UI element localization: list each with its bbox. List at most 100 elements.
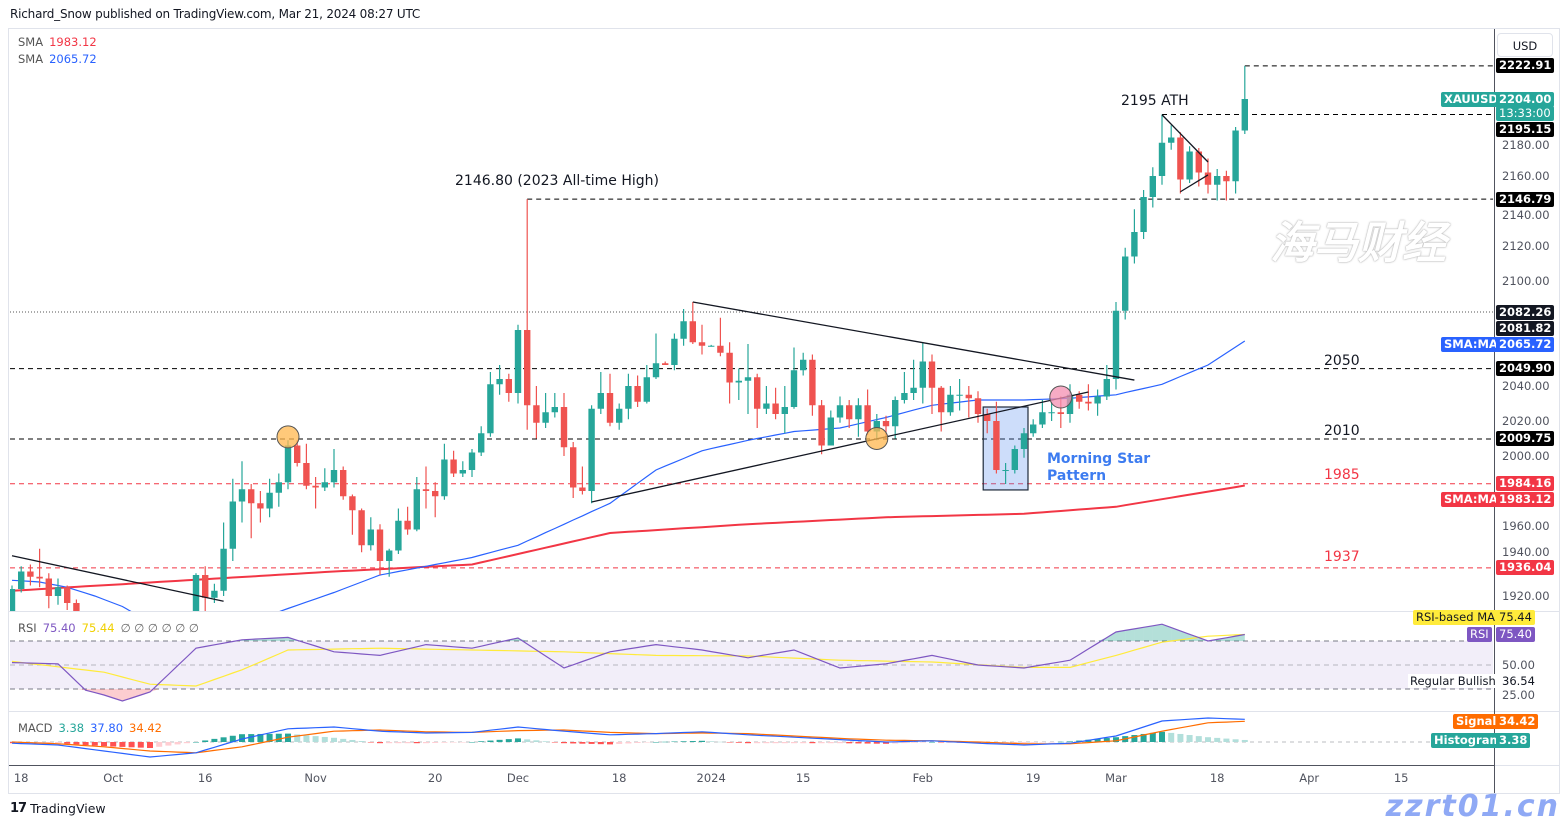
watermark-url: zzrt01.cn <box>1385 789 1560 824</box>
candle <box>1223 170 1230 201</box>
legend-macd-value: 37.80 <box>90 721 124 735</box>
candle <box>422 466 430 509</box>
candle-body <box>367 529 374 546</box>
candle-body <box>726 352 733 383</box>
candle-body <box>873 421 880 432</box>
candle <box>993 401 1000 474</box>
candle-body <box>836 405 844 418</box>
macd-histogram-bar <box>1094 738 1101 742</box>
candle-body <box>459 470 466 474</box>
macd-histogram-bar <box>55 742 61 744</box>
candle <box>450 450 457 477</box>
candle-body <box>1085 401 1092 404</box>
macd-histogram-bar <box>505 739 512 742</box>
publisher-caption: Richard_Snow published on TradingView.co… <box>10 7 421 21</box>
candle-body <box>1094 396 1101 404</box>
candle <box>64 585 71 610</box>
candle <box>10 585 16 611</box>
candle-body <box>229 501 236 549</box>
macd-histogram-bar <box>1186 735 1193 742</box>
price-tick-label: 2040.00 <box>1502 379 1550 393</box>
candle-body <box>441 459 448 497</box>
candle <box>229 478 236 561</box>
time-axis-label: 19 <box>1025 771 1041 785</box>
candle-body <box>560 407 568 448</box>
macd-histogram-bar <box>827 742 834 744</box>
candle <box>312 477 319 509</box>
macd-histogram-bar <box>1241 739 1248 742</box>
highlight-circle-marker <box>276 425 300 449</box>
highlight-circle-marker <box>1049 385 1073 409</box>
candle-body <box>303 463 310 486</box>
macd-histogram-bar <box>165 742 172 746</box>
legend-sma50-label: SMA <box>18 52 44 66</box>
rsi-oversold-fill <box>122 689 132 701</box>
candle <box>321 468 328 491</box>
candle <box>441 443 448 500</box>
candle <box>386 548 393 577</box>
macd-histogram-bar <box>183 742 190 744</box>
candle <box>634 375 641 407</box>
candle-body <box>312 485 319 488</box>
candle-body <box>478 433 485 453</box>
macd-histogram-bar <box>873 742 880 744</box>
candle <box>1186 146 1193 183</box>
candle <box>956 379 963 411</box>
candle <box>395 508 402 554</box>
candle <box>413 477 420 532</box>
candle <box>579 466 586 495</box>
candle <box>763 386 770 414</box>
legend-macd[interactable]: MACD 3.38 37.80 34.42 <box>18 721 168 735</box>
chart-frame <box>8 28 1560 794</box>
macd-histogram-bar <box>496 739 503 742</box>
candle-body <box>284 445 292 483</box>
candle <box>73 599 80 611</box>
legend-rsi-label: RSI <box>18 621 37 635</box>
candle-body <box>1011 449 1018 470</box>
candle <box>1103 365 1110 400</box>
currency-button[interactable]: USD <box>1497 33 1553 57</box>
rsi-tick-label: 50.00 <box>1502 658 1535 672</box>
candle <box>744 344 752 414</box>
candle <box>1168 125 1175 150</box>
candle-body <box>588 408 595 491</box>
candle-body <box>974 398 982 414</box>
macd-histogram-bar <box>1168 732 1175 742</box>
legend-macd-signal: 34.42 <box>129 721 162 735</box>
macd-histogram-bar <box>294 734 301 742</box>
candle-body <box>956 394 963 396</box>
candle-body <box>64 587 71 603</box>
macd-histogram-bar <box>864 742 871 744</box>
macd-histogram-bar <box>358 741 365 742</box>
candle <box>1232 127 1239 194</box>
candle-body <box>671 338 678 365</box>
annotation-level-1985: 1985 <box>1324 467 1360 483</box>
legend-sma50[interactable]: SMA 2065.72 <box>18 52 103 66</box>
candle <box>818 400 825 455</box>
rsi-oversold-fill <box>76 689 86 691</box>
annotation-level-2050: 2050 <box>1324 353 1360 369</box>
divergence-label: Regular Bullish <box>1408 674 1498 689</box>
macd-histogram-bar <box>735 742 742 743</box>
candle-body <box>579 487 586 491</box>
candle-body <box>413 489 420 530</box>
macd-histogram-bar <box>257 733 264 742</box>
tradingview-footer[interactable]: 17 TradingView <box>10 801 106 816</box>
candle-body <box>634 386 641 402</box>
macd-histogram-bar <box>64 742 71 744</box>
macd-histogram-bar <box>1232 739 1239 742</box>
sma-tag-value: 1983.12 <box>1496 492 1555 508</box>
legend-rsi[interactable]: RSI 75.40 75.44 ∅ ∅ ∅ ∅ ∅ ∅ <box>18 621 205 635</box>
price-tick-label: 2180.00 <box>1502 137 1550 152</box>
macd-histogram-bar <box>616 742 623 744</box>
price-level-tag: 2009.75 <box>1496 431 1555 447</box>
trendline <box>591 391 1089 503</box>
legend-sma200[interactable]: SMA 1983.12 <box>18 35 103 49</box>
candle-body <box>965 394 972 399</box>
candle-body <box>717 345 724 353</box>
candle <box>524 199 531 430</box>
candle-body <box>708 345 715 347</box>
candle-body <box>818 405 825 446</box>
candle-body <box>643 377 650 402</box>
